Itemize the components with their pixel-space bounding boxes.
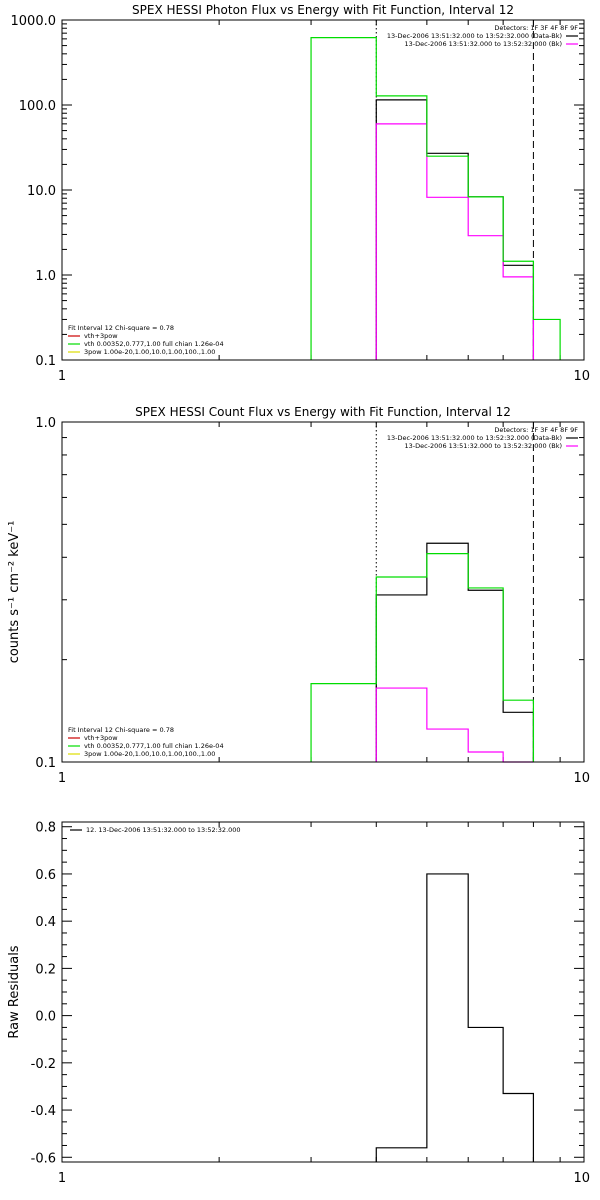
fit-legend-entry-text: 3pow 1.00e-20,1.00,10.0,1.00,100.,1.00 [84,750,215,758]
y-tick-label: 1000.0 [11,14,57,29]
plot-frame [61,19,585,361]
legend-entry-text: 13-Dec-2006 13:51:32.000 to 13:52:32.000… [387,32,562,40]
x-tick-label: 1 [58,1171,66,1186]
y-tick-label: 0.4 [35,915,56,930]
y-tick-label: 0.1 [35,354,56,369]
legend-entry-text: 13-Dec-2006 13:51:32.000 to 13:52:32.000… [405,442,563,450]
y-tick-label: -0.2 [31,1057,56,1072]
y-tick-label: 1.0 [35,269,56,284]
y-tick-label: 1.0 [35,416,56,431]
y-axis-label-3: Raw Residuals [7,945,22,1038]
chart-panel-2: SPEX HESSI Count Flux vs Energy with Fit… [7,405,590,786]
series-histogram-2 [375,687,534,763]
series-histogram-1 [375,99,535,360]
legend-header: Detectors: 1F 3F 4F 8F 9F [494,426,578,434]
y-tick-label: 0.0 [35,1010,56,1025]
legend-entry-text: 13-Dec-2006 13:51:32.000 to 13:52:32.000… [387,434,562,442]
fit-legend-entry-text: vth 0.00352,0.777,1.00 full chian 1.26e-… [84,742,224,750]
chart-panel-1: SPEX HESSI Photon Flux vs Energy with Fi… [11,3,591,384]
series-histogram-3 [310,553,535,762]
series-histogram-1 [375,873,535,1162]
chart-title-2: SPEX HESSI Count Flux vs Energy with Fit… [135,405,511,419]
fit-legend-entry-text: vth+3pow [84,332,118,340]
y-tick-label: 0.2 [35,962,56,977]
y-tick-label: 0.8 [35,821,56,836]
series-histogram-3 [310,37,561,360]
x-tick-label: 10 [573,771,590,786]
y-tick-label: 10.0 [27,184,56,199]
y-tick-label: -0.4 [31,1104,56,1119]
fit-legend-header: Fit Interval 12 Chi-square = 0.78 [68,324,174,332]
chart-title-1: SPEX HESSI Photon Flux vs Energy with Fi… [132,3,514,17]
y-tick-label: 0.1 [35,756,56,771]
legend-entry-text: 12. 13-Dec-2006 13:51:32.000 to 13:52:32… [86,826,241,834]
y-tick-label: 0.6 [35,868,56,883]
x-tick-label: 1 [58,369,66,384]
x-tick-label: 10 [573,369,590,384]
legend-header: Detectors: 1F 3F 4F 8F 9F [494,24,578,32]
x-tick-label: 10 [573,1171,590,1186]
fit-legend-entry-text: vth+3pow [84,734,118,742]
plot-frame [61,421,585,763]
fit-legend-entry-text: 3pow 1.00e-20,1.00,10.0,1.00,100.,1.00 [84,348,215,356]
fit-legend-header: Fit Interval 12 Chi-square = 0.78 [68,726,174,734]
chart-panel-3: Raw Residuals 1 10 -0.6 -0.4 -0.2 0.0 0.2 0.4 0.6… [7,821,590,1186]
x-tick-label: 1 [58,771,66,786]
legend-entry-text: 13-Dec-2006 13:51:32.000 to 13:52:32.000… [405,40,563,48]
y-axis-label-2: counts s⁻¹ cm⁻² keV⁻¹ [7,521,22,664]
y-tick-label: 100.0 [19,99,56,114]
fit-legend-entry-text: vth 0.00352,0.777,1.00 full chian 1.26e-… [84,340,224,348]
series-histogram-2 [375,123,535,360]
plot-frame [61,821,585,1163]
y-tick-label: -0.6 [31,1151,56,1166]
